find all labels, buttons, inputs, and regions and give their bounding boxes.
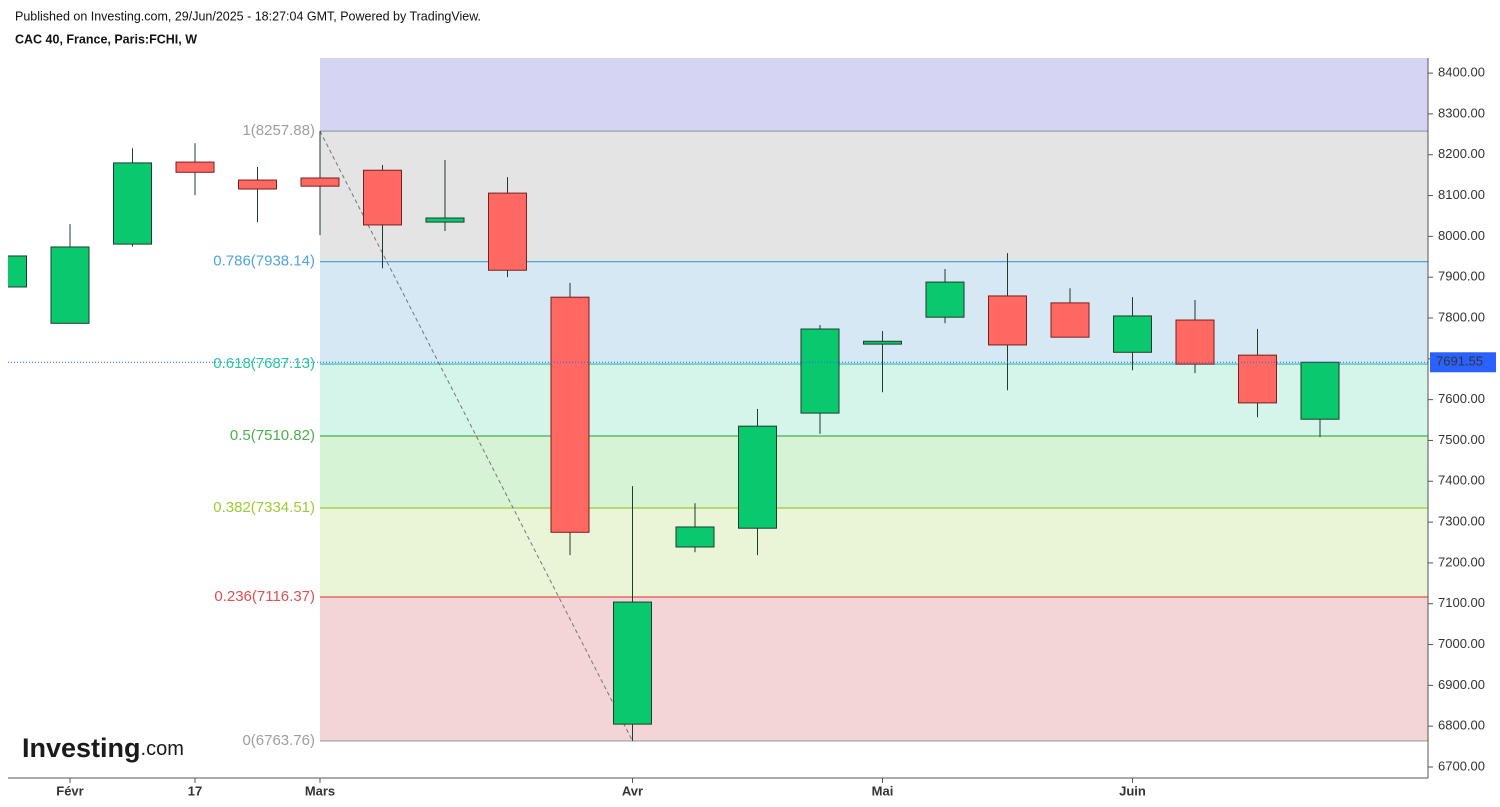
candle-body xyxy=(863,340,902,345)
fib-label: 0.786(7938.14) xyxy=(213,253,315,270)
candle-body xyxy=(1300,361,1340,420)
candle-body xyxy=(175,161,215,173)
fib-label: 0.382(7334.51) xyxy=(213,499,315,516)
watermark-main: Investing xyxy=(22,733,141,763)
candle-body xyxy=(613,601,652,725)
y-tick-label: 6800.00 xyxy=(1438,718,1485,733)
x-tick-label: Févr xyxy=(56,783,83,798)
plot-area xyxy=(8,58,1428,742)
fib-label: 0(6763.76) xyxy=(242,732,315,749)
x-tick-label: Juin xyxy=(1119,783,1146,798)
chart-title: CAC 40, France, Paris:FCHI, W xyxy=(15,32,197,46)
y-tick-label: 7600.00 xyxy=(1438,391,1485,406)
y-tick-label: 7300.00 xyxy=(1438,514,1485,529)
y-tick-label: 7100.00 xyxy=(1438,595,1485,610)
x-tick-label: 17 xyxy=(188,783,202,798)
fib-label: 0.5(7510.82) xyxy=(230,427,315,444)
candle-body xyxy=(675,526,715,548)
y-tick-label: 7000.00 xyxy=(1438,636,1485,651)
y-tick-label: 7900.00 xyxy=(1438,269,1485,284)
y-tick-label: 8300.00 xyxy=(1438,105,1485,120)
x-tick-label: Mai xyxy=(872,783,894,798)
candle-body xyxy=(425,217,465,223)
last-price-label: 7691.55 xyxy=(1436,354,1483,369)
candle-body xyxy=(50,246,90,324)
y-tick-label: 8100.00 xyxy=(1438,187,1485,202)
fib-zone xyxy=(320,131,1428,262)
overlay: 1(8257.88) 0.786(7938.14) 0.618(7687.13) 0.… xyxy=(213,122,315,749)
candle-body xyxy=(488,192,527,271)
fib-zone xyxy=(320,261,1428,365)
candle-body xyxy=(550,296,590,533)
candle-body xyxy=(1238,354,1277,404)
candle-body xyxy=(238,179,277,190)
candle-body xyxy=(1175,319,1215,365)
candle-body xyxy=(1050,302,1090,338)
x-tick-label: Mars xyxy=(305,783,335,798)
y-tick-label: 7800.00 xyxy=(1438,309,1485,324)
watermark: Investing.com xyxy=(22,733,184,763)
fib-label: 0.236(7116.37) xyxy=(214,588,315,605)
y-tick-label: 6700.00 xyxy=(1438,758,1485,773)
fib-label: 1(8257.88) xyxy=(242,122,315,139)
fib-zone xyxy=(320,597,1428,741)
candle-body xyxy=(8,255,27,288)
published-note: Published on Investing.com, 29/Jun/2025 … xyxy=(15,9,481,23)
y-tick-label: 8400.00 xyxy=(1438,65,1485,80)
y-tick-label: 8200.00 xyxy=(1438,146,1485,161)
y-tick-label: 7500.00 xyxy=(1438,432,1485,447)
fib-zone xyxy=(320,507,1428,598)
candle-body xyxy=(300,177,340,187)
y-tick-label: 7200.00 xyxy=(1438,554,1485,569)
candle-body xyxy=(738,425,777,529)
last-price-box xyxy=(1430,352,1496,373)
y-tick-label: 6900.00 xyxy=(1438,677,1485,692)
y-tick-label: 8000.00 xyxy=(1438,228,1485,243)
candle-body xyxy=(988,295,1027,346)
fib-label: 0.618(7687.13) xyxy=(213,355,315,372)
candle-body xyxy=(113,162,152,245)
watermark-suffix: .com xyxy=(141,738,184,760)
fib-zone xyxy=(320,436,1428,508)
y-tick-label: 7400.00 xyxy=(1438,473,1485,488)
candle-body xyxy=(800,328,840,414)
x-tick-label: Avr xyxy=(622,783,643,798)
fib-trend-line xyxy=(319,130,633,742)
fib-zone xyxy=(320,58,1428,132)
candle-body xyxy=(363,169,402,226)
candle-body xyxy=(925,281,965,318)
candle-body xyxy=(1113,315,1152,353)
